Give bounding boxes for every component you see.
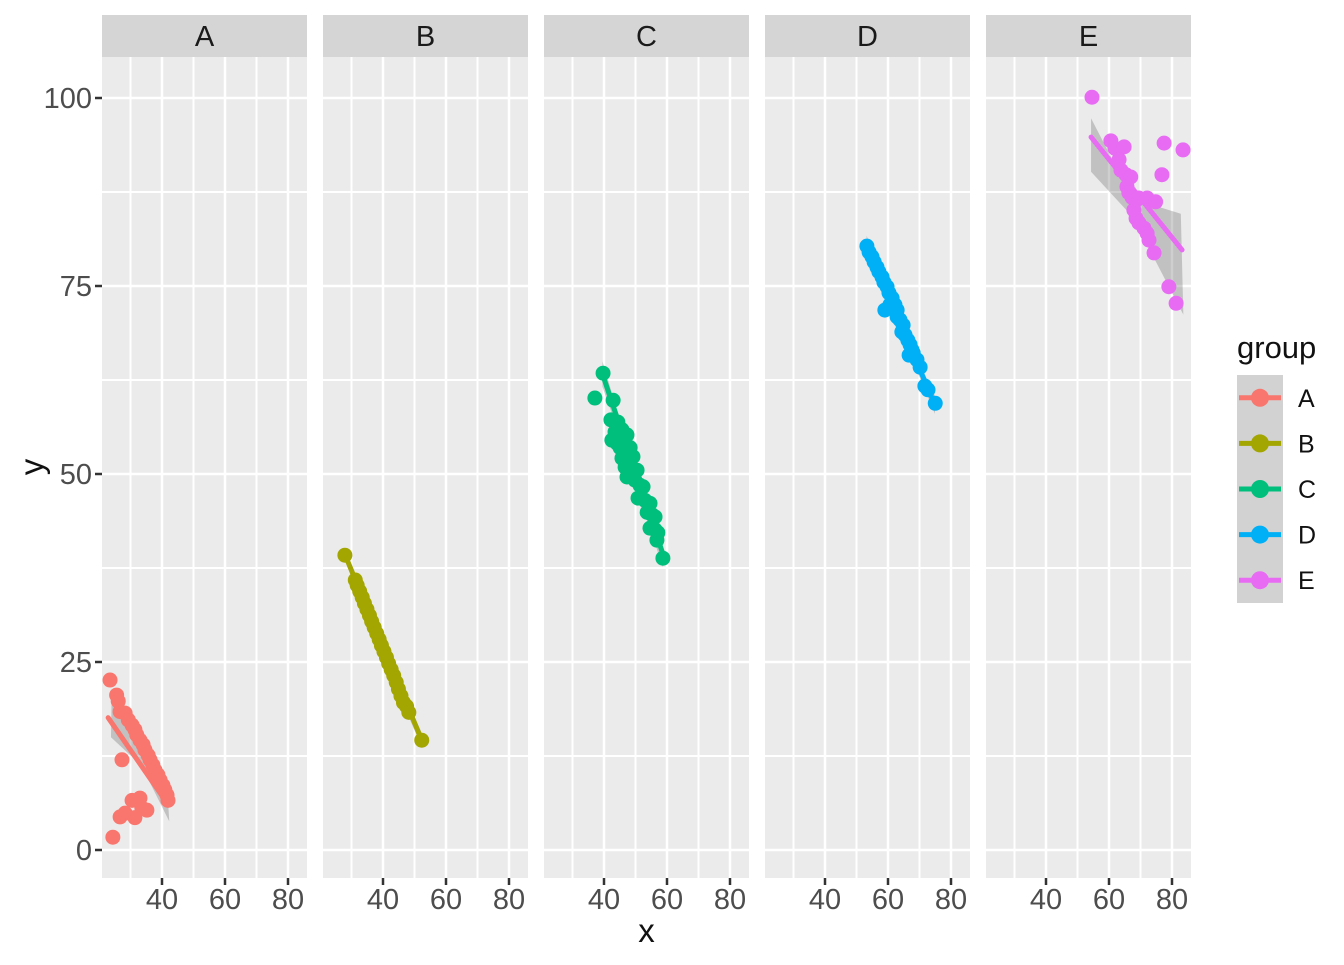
legend-title: group [1237,330,1317,365]
x-tick-label: 60 [872,884,904,916]
data-point [647,509,663,525]
data-point [625,449,641,465]
panel-background [323,57,528,878]
x-tick-label: 40 [588,884,620,916]
y-tick-label: 75 [60,271,92,303]
y-tick-label: 50 [60,459,92,491]
data-point [105,829,121,845]
data-point [1116,139,1132,155]
x-tick-label: 60 [1093,884,1125,916]
x-tick-label: 40 [367,884,399,916]
legend-key-point [1251,480,1269,498]
x-tick-label: 60 [209,884,241,916]
y-axis-title: y [13,458,50,476]
data-point [414,732,430,748]
legend-key-point [1251,434,1269,453]
data-point [595,365,611,381]
x-tick-label: 60 [651,884,683,916]
facet-strip [323,15,528,57]
facet-strip-label: B [416,21,435,53]
data-point [605,392,621,408]
data-point [401,704,417,720]
data-point [655,550,671,566]
data-point [1156,135,1172,151]
panel-background [544,57,749,878]
x-tick-label: 80 [493,884,525,916]
x-tick-label: 40 [1030,884,1062,916]
facet-strip-label: D [857,21,878,53]
data-point [1148,194,1164,210]
data-point [139,802,155,818]
data-point [912,359,928,375]
legend-entry-label: A [1298,385,1315,413]
x-tick-label: 40 [809,884,841,916]
data-point [635,479,651,495]
facet-strip [102,15,307,57]
panel-background [986,57,1191,878]
data-point [102,672,118,688]
legend-entry-label: E [1298,567,1315,595]
facet-strip-label: E [1079,21,1098,53]
x-tick-label: 80 [935,884,967,916]
data-point [1084,89,1100,105]
facet-strip [765,15,970,57]
data-point [1154,167,1170,183]
data-point [160,792,176,808]
data-point [587,390,603,406]
panel-background [765,57,970,878]
data-point [114,752,130,768]
data-point [1146,245,1162,261]
data-point [1141,232,1157,248]
facet-strip-label: C [636,21,657,53]
data-point [1161,279,1177,295]
y-tick-label: 100 [44,83,92,115]
data-point [920,382,936,398]
legend-key-point [1251,571,1269,590]
x-tick-label: 80 [1156,884,1188,916]
x-tick-label: 60 [430,884,462,916]
data-point [127,810,143,826]
x-axis-title: x [638,912,655,949]
y-tick-label: 25 [60,647,92,679]
y-tick-label: 0 [76,835,92,867]
legend-entry-label: D [1298,522,1316,550]
x-tick-label: 80 [272,884,304,916]
data-point [337,547,353,563]
facet-strip [986,15,1191,57]
data-point [649,532,665,548]
data-point [619,427,635,443]
x-tick-label: 40 [146,884,178,916]
facet-strip-label: A [195,21,215,53]
x-tick-label: 80 [714,884,746,916]
data-point [112,809,128,825]
legend-entry-label: B [1298,430,1315,458]
data-point [1175,142,1191,158]
legend-key-point [1251,525,1269,544]
legend-entry-label: C [1298,476,1316,504]
facet-strip [544,15,749,57]
data-point [1168,295,1184,311]
data-point [927,395,943,411]
legend-key-point [1251,388,1269,407]
